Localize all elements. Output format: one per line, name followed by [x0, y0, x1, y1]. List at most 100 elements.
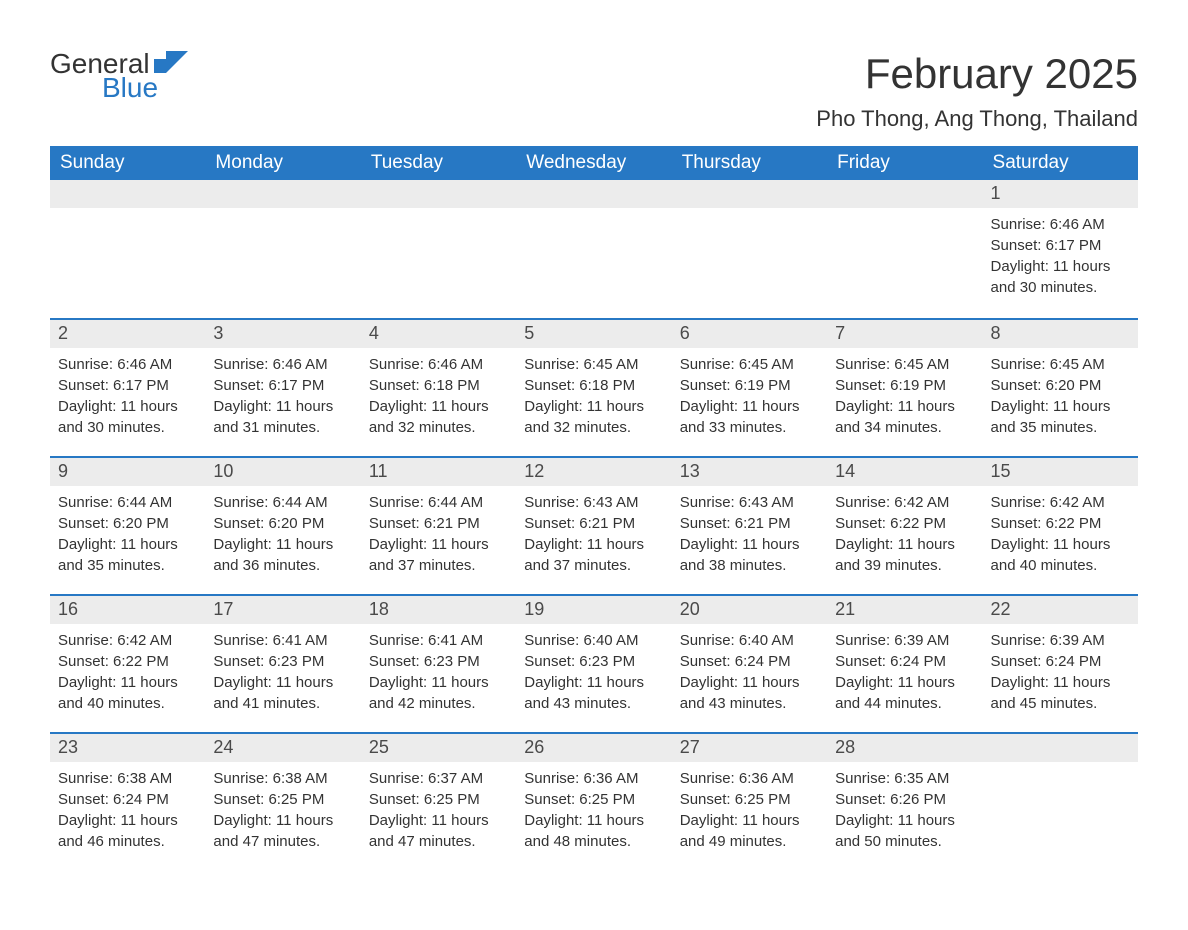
day-d1: Daylight: 11 hours: [835, 810, 974, 831]
day-d2: and 38 minutes.: [680, 555, 819, 576]
day-sunrise: Sunrise: 6:37 AM: [369, 768, 508, 789]
calendar-week-row: 2Sunrise: 6:46 AMSunset: 6:17 PMDaylight…: [50, 318, 1138, 456]
day-sunrise: Sunrise: 6:46 AM: [58, 354, 197, 375]
calendar-cell: 17Sunrise: 6:41 AMSunset: 6:23 PMDayligh…: [205, 594, 360, 732]
logo-word-blue: Blue: [102, 74, 188, 102]
calendar-cell: [205, 180, 360, 318]
day-detail: Sunrise: 6:35 AMSunset: 6:26 PMDaylight:…: [827, 762, 982, 862]
day-sunset: Sunset: 6:25 PM: [524, 789, 663, 810]
day-detail: Sunrise: 6:39 AMSunset: 6:24 PMDaylight:…: [983, 624, 1138, 724]
day-sunset: Sunset: 6:20 PM: [58, 513, 197, 534]
day-d1: Daylight: 11 hours: [524, 810, 663, 831]
day-detail: Sunrise: 6:42 AMSunset: 6:22 PMDaylight:…: [50, 624, 205, 724]
day-number: 19: [516, 594, 671, 624]
day-d1: Daylight: 11 hours: [991, 256, 1130, 277]
day-detail: Sunrise: 6:41 AMSunset: 6:23 PMDaylight:…: [361, 624, 516, 724]
day-sunset: Sunset: 6:19 PM: [835, 375, 974, 396]
day-sunset: Sunset: 6:17 PM: [991, 235, 1130, 256]
day-d2: and 46 minutes.: [58, 831, 197, 852]
day-detail: Sunrise: 6:43 AMSunset: 6:21 PMDaylight:…: [672, 486, 827, 586]
day-number: 24: [205, 732, 360, 762]
day-number: 4: [361, 318, 516, 348]
calendar-cell: 3 Sunrise: 6:46 AMSunset: 6:17 PMDaylight…: [205, 318, 360, 456]
day-sunrise: Sunrise: 6:43 AM: [680, 492, 819, 513]
day-sunrise: Sunrise: 6:43 AM: [524, 492, 663, 513]
calendar-cell: [672, 180, 827, 318]
day-number: 2: [50, 318, 205, 348]
day-sunset: Sunset: 6:23 PM: [369, 651, 508, 672]
day-sunrise: Sunrise: 6:44 AM: [58, 492, 197, 513]
calendar-cell: 4Sunrise: 6:46 AMSunset: 6:18 PMDaylight…: [361, 318, 516, 456]
day-sunset: Sunset: 6:25 PM: [680, 789, 819, 810]
day-detail: Sunrise: 6:41 AMSunset: 6:23 PMDaylight:…: [205, 624, 360, 724]
day-d1: Daylight: 11 hours: [991, 396, 1130, 417]
day-d1: Daylight: 11 hours: [835, 672, 974, 693]
day-detail: Sunrise: 6:38 AMSunset: 6:25 PMDaylight:…: [205, 762, 360, 862]
day-number-empty: [50, 180, 205, 208]
calendar-cell: 9Sunrise: 6:44 AMSunset: 6:20 PMDaylight…: [50, 456, 205, 594]
day-number: 6: [672, 318, 827, 348]
day-number-empty: [983, 732, 1138, 762]
day-d1: Daylight: 11 hours: [369, 672, 508, 693]
calendar-cell: 24Sunrise: 6:38 AMSunset: 6:25 PMDayligh…: [205, 732, 360, 870]
day-d1: Daylight: 11 hours: [524, 672, 663, 693]
day-sunset: Sunset: 6:22 PM: [58, 651, 197, 672]
day-number: 17: [205, 594, 360, 624]
day-sunset: Sunset: 6:18 PM: [369, 375, 508, 396]
day-sunset: Sunset: 6:23 PM: [213, 651, 352, 672]
calendar-cell: 14Sunrise: 6:42 AMSunset: 6:22 PMDayligh…: [827, 456, 982, 594]
calendar-cell: 18Sunrise: 6:41 AMSunset: 6:23 PMDayligh…: [361, 594, 516, 732]
day-detail: Sunrise: 6:44 AMSunset: 6:21 PMDaylight:…: [361, 486, 516, 586]
day-number: 22: [983, 594, 1138, 624]
day-number: 26: [516, 732, 671, 762]
day-sunset: Sunset: 6:20 PM: [213, 513, 352, 534]
day-number: 1: [983, 180, 1138, 208]
day-number: 9: [50, 456, 205, 486]
day-d1: Daylight: 11 hours: [58, 534, 197, 555]
calendar-cell: 12Sunrise: 6:43 AMSunset: 6:21 PMDayligh…: [516, 456, 671, 594]
calendar-cell: 5Sunrise: 6:45 AMSunset: 6:18 PMDaylight…: [516, 318, 671, 456]
day-d1: Daylight: 11 hours: [680, 396, 819, 417]
day-detail: Sunrise: 6:45 AMSunset: 6:19 PMDaylight:…: [827, 348, 982, 448]
weekday-header-row: Sunday Monday Tuesday Wednesday Thursday…: [50, 146, 1138, 180]
day-detail: Sunrise: 6:44 AMSunset: 6:20 PMDaylight:…: [50, 486, 205, 586]
day-number: 28: [827, 732, 982, 762]
calendar-cell: 15Sunrise: 6:42 AMSunset: 6:22 PMDayligh…: [983, 456, 1138, 594]
day-d2: and 37 minutes.: [524, 555, 663, 576]
day-d2: and 43 minutes.: [680, 693, 819, 714]
day-sunrise: Sunrise: 6:40 AM: [680, 630, 819, 651]
day-detail: Sunrise: 6:39 AMSunset: 6:24 PMDaylight:…: [827, 624, 982, 724]
day-d2: and 43 minutes.: [524, 693, 663, 714]
calendar-page: General Blue February 2025 Pho Thong, An…: [0, 0, 1188, 930]
day-number: 3: [205, 318, 360, 348]
calendar-cell: 26Sunrise: 6:36 AMSunset: 6:25 PMDayligh…: [516, 732, 671, 870]
calendar-cell: [361, 180, 516, 318]
calendar-cell: 1Sunrise: 6:46 AMSunset: 6:17 PMDaylight…: [983, 180, 1138, 318]
day-d2: and 42 minutes.: [369, 693, 508, 714]
col-sunday: Sunday: [50, 146, 205, 180]
day-number: 20: [672, 594, 827, 624]
day-d2: and 30 minutes.: [58, 417, 197, 438]
calendar-cell: 23Sunrise: 6:38 AMSunset: 6:24 PMDayligh…: [50, 732, 205, 870]
day-d2: and 40 minutes.: [991, 555, 1130, 576]
day-d1: Daylight: 11 hours: [58, 396, 197, 417]
day-d1: Daylight: 11 hours: [213, 396, 352, 417]
day-sunrise: Sunrise: 6:46 AM: [213, 354, 352, 375]
day-sunrise: Sunrise: 6:41 AM: [213, 630, 352, 651]
day-d1: Daylight: 11 hours: [213, 672, 352, 693]
day-detail: Sunrise: 6:42 AMSunset: 6:22 PMDaylight:…: [827, 486, 982, 586]
calendar-cell: 25Sunrise: 6:37 AMSunset: 6:25 PMDayligh…: [361, 732, 516, 870]
calendar-cell: [516, 180, 671, 318]
calendar-week-row: 9Sunrise: 6:44 AMSunset: 6:20 PMDaylight…: [50, 456, 1138, 594]
calendar-cell: 8Sunrise: 6:45 AMSunset: 6:20 PMDaylight…: [983, 318, 1138, 456]
day-sunset: Sunset: 6:17 PM: [213, 375, 352, 396]
day-detail: Sunrise: 6:43 AMSunset: 6:21 PMDaylight:…: [516, 486, 671, 586]
day-number: 21: [827, 594, 982, 624]
calendar-cell: 11Sunrise: 6:44 AMSunset: 6:21 PMDayligh…: [361, 456, 516, 594]
day-d1: Daylight: 11 hours: [524, 396, 663, 417]
day-number: 7: [827, 318, 982, 348]
day-d2: and 35 minutes.: [58, 555, 197, 576]
day-sunrise: Sunrise: 6:38 AM: [213, 768, 352, 789]
day-sunrise: Sunrise: 6:45 AM: [991, 354, 1130, 375]
calendar-table: Sunday Monday Tuesday Wednesday Thursday…: [50, 146, 1138, 870]
